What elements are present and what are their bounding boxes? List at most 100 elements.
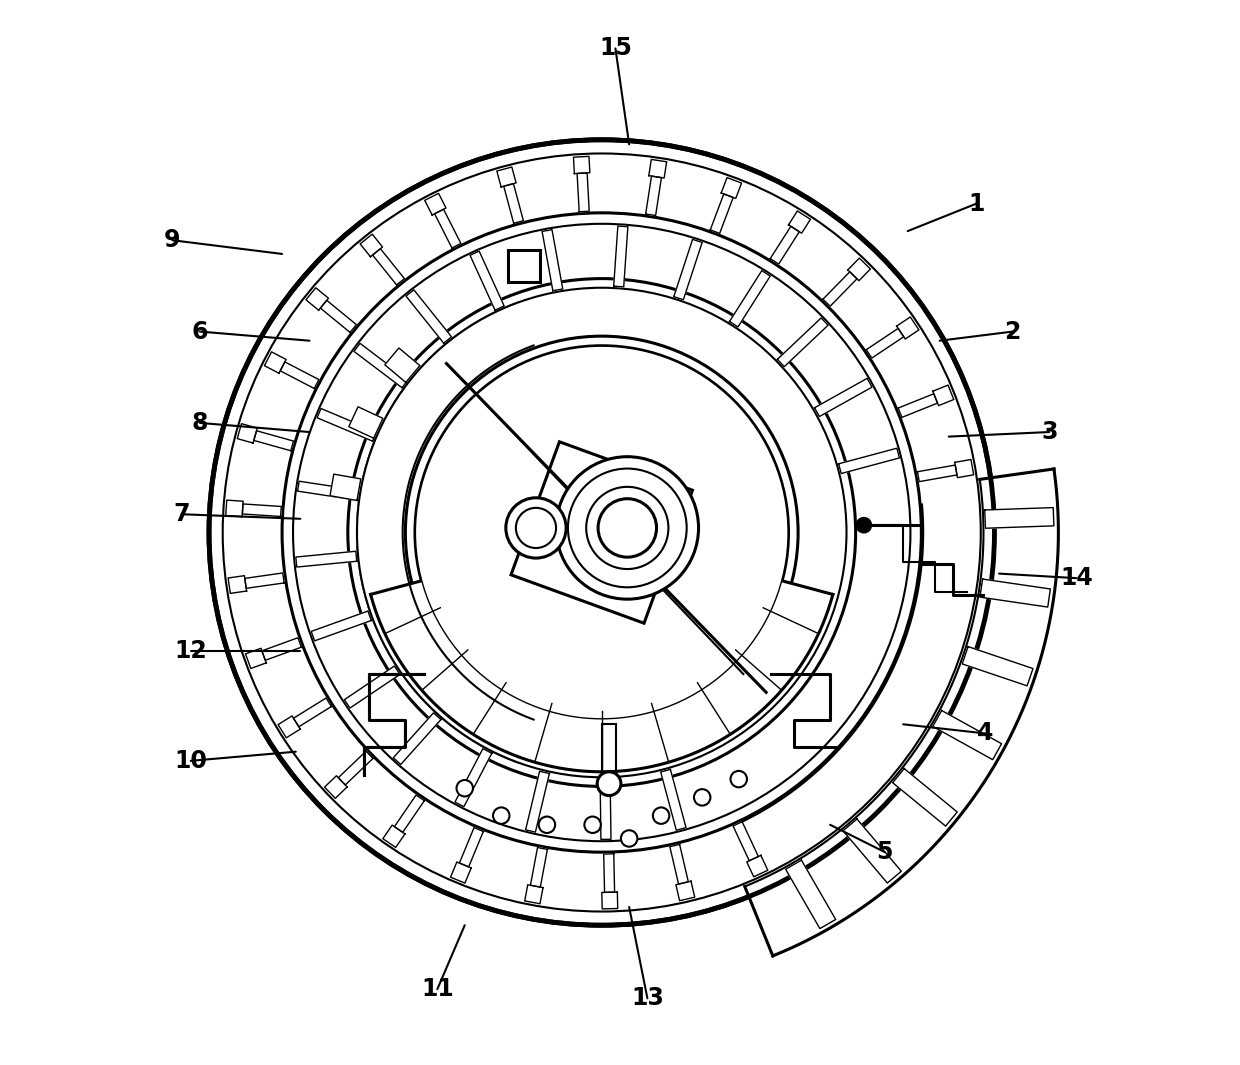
Polygon shape [786, 861, 836, 929]
Polygon shape [228, 576, 247, 593]
Polygon shape [348, 407, 383, 438]
Polygon shape [242, 504, 281, 517]
Polygon shape [789, 211, 811, 233]
Polygon shape [320, 300, 356, 332]
Polygon shape [525, 885, 543, 904]
Circle shape [516, 508, 556, 548]
Polygon shape [298, 481, 358, 501]
Polygon shape [848, 258, 870, 281]
Circle shape [653, 807, 670, 824]
Polygon shape [262, 638, 301, 660]
Polygon shape [770, 226, 800, 264]
Polygon shape [339, 751, 373, 785]
Text: 1: 1 [968, 192, 985, 216]
Polygon shape [614, 226, 627, 286]
Polygon shape [815, 378, 872, 416]
Polygon shape [503, 183, 523, 224]
Polygon shape [470, 251, 505, 310]
Text: 15: 15 [599, 36, 632, 61]
Polygon shape [867, 328, 904, 358]
Circle shape [494, 807, 510, 824]
Text: 2: 2 [1004, 320, 1021, 344]
Polygon shape [294, 698, 331, 726]
Polygon shape [394, 794, 424, 833]
Circle shape [621, 831, 637, 847]
Polygon shape [531, 848, 547, 887]
Polygon shape [306, 288, 329, 310]
Polygon shape [898, 394, 937, 417]
Text: 13: 13 [631, 986, 663, 1011]
Circle shape [456, 780, 472, 797]
Circle shape [598, 772, 621, 796]
Circle shape [598, 498, 656, 557]
Polygon shape [280, 362, 319, 389]
Polygon shape [278, 716, 300, 738]
Polygon shape [357, 302, 533, 763]
Text: 11: 11 [420, 978, 454, 1001]
Polygon shape [646, 176, 661, 215]
Polygon shape [955, 459, 973, 478]
Polygon shape [317, 409, 377, 441]
Polygon shape [577, 173, 589, 212]
Polygon shape [604, 854, 615, 892]
Polygon shape [670, 845, 688, 884]
Circle shape [538, 817, 556, 833]
Text: 3: 3 [1042, 420, 1058, 444]
Polygon shape [676, 881, 694, 901]
Circle shape [730, 771, 746, 787]
Circle shape [415, 346, 789, 719]
Polygon shape [434, 209, 461, 248]
Polygon shape [649, 160, 667, 178]
Polygon shape [711, 194, 733, 233]
Polygon shape [722, 178, 742, 198]
Polygon shape [450, 862, 471, 883]
Circle shape [694, 789, 711, 805]
Polygon shape [425, 194, 446, 215]
Polygon shape [345, 666, 401, 708]
Polygon shape [330, 474, 361, 501]
Text: 10: 10 [175, 749, 207, 773]
Polygon shape [372, 249, 404, 285]
Polygon shape [745, 469, 1059, 956]
Polygon shape [264, 351, 286, 373]
Circle shape [556, 457, 698, 600]
Polygon shape [777, 318, 828, 366]
Polygon shape [932, 710, 1002, 759]
Polygon shape [237, 424, 257, 443]
Polygon shape [985, 508, 1054, 528]
Polygon shape [526, 771, 549, 832]
Polygon shape [893, 769, 957, 826]
Polygon shape [508, 249, 539, 281]
Circle shape [584, 817, 601, 833]
Polygon shape [325, 775, 347, 799]
Polygon shape [311, 611, 371, 641]
Polygon shape [932, 386, 954, 406]
Polygon shape [733, 822, 759, 861]
Polygon shape [244, 573, 284, 588]
Polygon shape [746, 855, 768, 876]
Polygon shape [918, 465, 957, 481]
Polygon shape [246, 649, 267, 669]
Polygon shape [393, 712, 441, 765]
Polygon shape [511, 442, 692, 623]
Polygon shape [980, 579, 1050, 607]
Polygon shape [254, 430, 294, 450]
Text: 6: 6 [192, 320, 208, 344]
Polygon shape [296, 552, 357, 567]
Text: 4: 4 [977, 721, 993, 745]
Polygon shape [729, 271, 770, 327]
Polygon shape [573, 157, 590, 174]
Polygon shape [459, 828, 484, 867]
Polygon shape [371, 578, 833, 772]
Text: 12: 12 [175, 639, 207, 663]
Polygon shape [383, 825, 405, 848]
Polygon shape [353, 343, 408, 388]
Text: 9: 9 [164, 228, 181, 252]
Polygon shape [673, 240, 702, 299]
Text: 8: 8 [192, 411, 208, 435]
Polygon shape [838, 448, 899, 474]
Polygon shape [542, 230, 563, 291]
Polygon shape [823, 272, 857, 307]
Circle shape [210, 140, 994, 925]
Circle shape [857, 518, 872, 532]
